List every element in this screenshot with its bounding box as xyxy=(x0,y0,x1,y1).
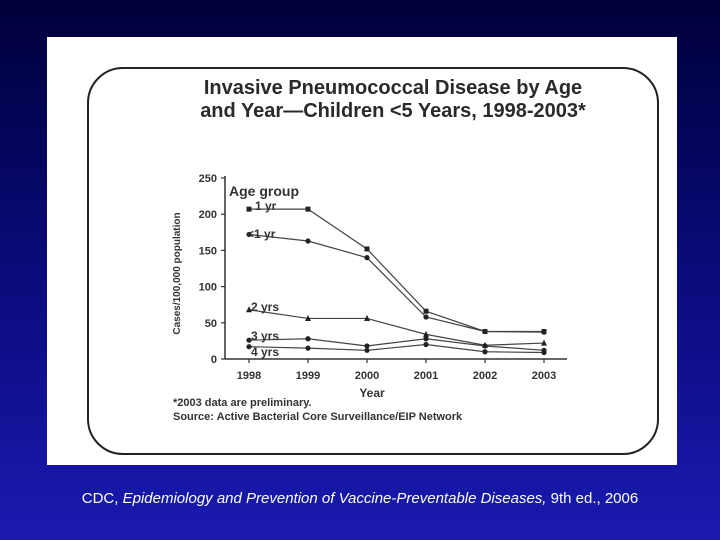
series-line-4 xyxy=(248,343,545,354)
series-3-point-1998 xyxy=(246,337,252,343)
chart-notes: *2003 data are preliminary. Source: Acti… xyxy=(173,396,462,424)
series-4-point-1999 xyxy=(305,345,311,351)
series-2-point-2000 xyxy=(364,314,370,321)
series-3-point-1999 xyxy=(305,336,311,342)
slide-caption: CDC, Epidemiology and Prevention of Vacc… xyxy=(0,490,720,507)
x-tick-label-2001: 2001 xyxy=(414,370,438,382)
y-axis-label: Cases/100,000 population xyxy=(172,212,183,334)
series-line-2 xyxy=(248,309,545,346)
y-tick-label-150: 150 xyxy=(199,245,217,257)
series-0-point-1998 xyxy=(246,206,252,212)
caption-book-title: Epidemiology and Prevention of Vaccine-P… xyxy=(122,490,547,507)
series-label-1: <1 yr xyxy=(247,227,276,241)
series-4-point-2003 xyxy=(541,349,547,356)
y-tick-label-250: 250 xyxy=(199,173,217,185)
series-0-point-1999 xyxy=(305,206,311,212)
chart-title-line-2: and Year—Children <5 Years, 1998-2003* xyxy=(200,100,586,122)
series-1-point-2000 xyxy=(364,255,370,261)
legend-title: Age group xyxy=(229,183,299,199)
y-tick-label-0: 0 xyxy=(211,354,217,366)
preliminary-note: *2003 data are preliminary. xyxy=(173,397,312,409)
series-4-point-2000 xyxy=(364,347,370,353)
series-2-point-1999 xyxy=(305,314,311,321)
series-0-point-2000 xyxy=(364,246,370,252)
series-label-4: 4 yrs xyxy=(251,345,279,359)
series-label-2: 2 yrs xyxy=(251,300,279,314)
chart-title: Invasive Pneumococcal Disease by Age and… xyxy=(143,77,643,123)
series-4-point-1998 xyxy=(246,344,252,350)
series-3-point-2001 xyxy=(423,336,429,342)
chart-series xyxy=(246,206,547,356)
series-3-point-2000 xyxy=(364,343,370,349)
chart-labels: 0 50 100 150 200 250 1998 1999 2000 2001 2002 2003 Y… xyxy=(172,173,556,400)
series-label-3: 3 yrs xyxy=(251,329,279,343)
x-tick-label-2002: 2002 xyxy=(473,370,497,382)
figure-panel: Invasive Pneumococcal Disease by Age and… xyxy=(47,37,677,465)
source-note: Source: Active Bacterial Core Surveillan… xyxy=(173,411,463,423)
series-label-0: 1 yr xyxy=(255,199,277,213)
x-tick-label-1999: 1999 xyxy=(296,370,320,382)
series-line-3 xyxy=(248,338,545,351)
series-line-1 xyxy=(248,233,545,333)
x-tick-label-1998: 1998 xyxy=(237,370,261,382)
caption-prefix: CDC, xyxy=(81,490,123,507)
x-axis-label: Year xyxy=(359,386,385,400)
series-0-point-2001 xyxy=(423,308,429,314)
x-tick-label-2000: 2000 xyxy=(355,370,379,382)
series-1-point-2002 xyxy=(482,328,488,335)
series-1-point-1999 xyxy=(305,238,311,244)
chart-axes xyxy=(221,176,567,363)
y-tick-label-200: 200 xyxy=(199,209,217,221)
y-tick-label-100: 100 xyxy=(199,282,217,294)
series-2-point-2003 xyxy=(541,339,547,346)
series-1-point-2001 xyxy=(423,314,429,320)
y-tick-label-50: 50 xyxy=(205,318,217,330)
series-2-point-2001 xyxy=(423,330,429,337)
series-3-point-2002 xyxy=(482,343,488,349)
series-1-point-2003 xyxy=(541,329,547,335)
series-2-point-1998 xyxy=(246,306,252,313)
series-1-point-1998 xyxy=(246,231,252,238)
chart-frame xyxy=(87,67,659,455)
x-tick-label-2003: 2003 xyxy=(532,370,556,382)
chart-title-line-1: Invasive Pneumococcal Disease by Age xyxy=(203,77,583,99)
series-4-point-2001 xyxy=(423,341,429,348)
line-chart: 0 50 100 150 200 250 1998 1999 2000 2001 2002 2003 Y… xyxy=(172,173,567,400)
caption-edition: 9th ed., 2006 xyxy=(546,490,639,507)
series-4-point-2002 xyxy=(482,349,488,355)
series-line-0 xyxy=(249,208,544,333)
